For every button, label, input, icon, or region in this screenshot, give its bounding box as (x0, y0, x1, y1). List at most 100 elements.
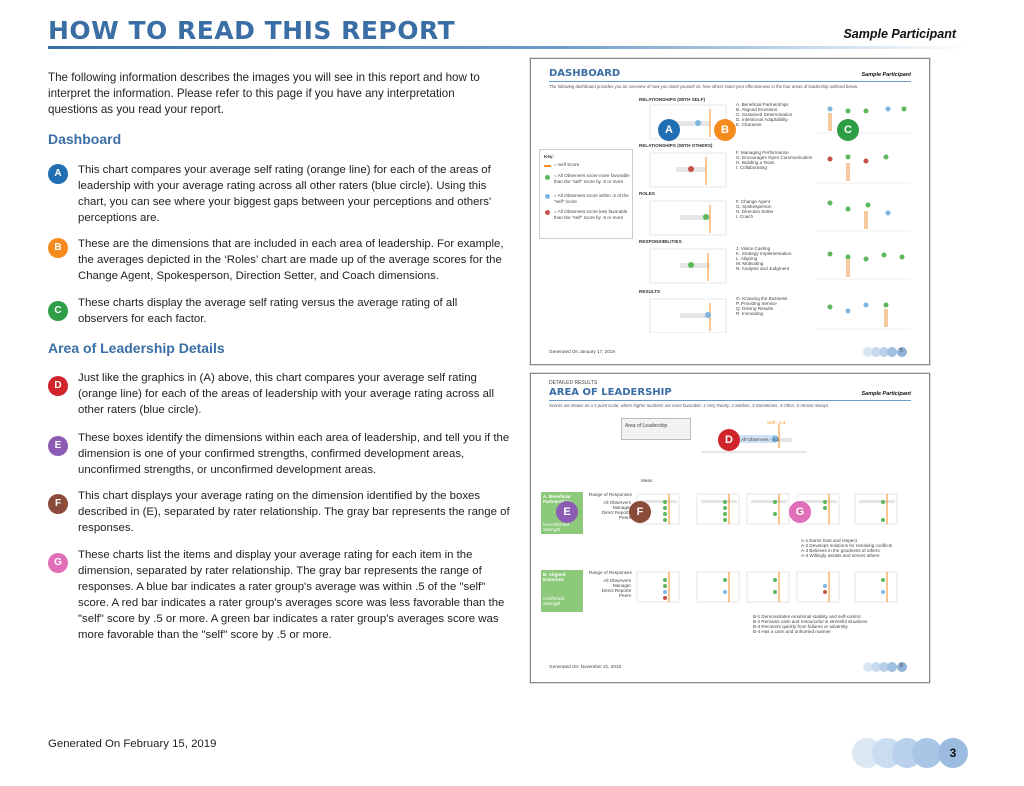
explanation-text-f: This chart displays your average rating … (78, 490, 510, 534)
dim2-status: Confirmed Strength (543, 596, 565, 606)
dim-item: N. Analysis and Judgment (736, 266, 790, 271)
dim-item: F. Change Agent (736, 199, 770, 204)
dim-item: C. Sustained Determination (736, 112, 793, 117)
dim1-label: A. Beneficial Partnerships (543, 494, 572, 504)
page-indicator (852, 738, 972, 768)
thumb1-key-box: Key: = Self Score = All Observers score … (539, 149, 633, 239)
thumb2-rows-2: All Observers Manager Direct Reports Pee… (589, 578, 631, 598)
thumb1-summary-charts (649, 104, 727, 333)
page-number: 3 (949, 746, 957, 760)
dim-item: L. Aligning (736, 256, 758, 261)
thumb1-generated: Generated On January 17, 2019 (549, 349, 615, 354)
explanation-item-d: D Just like the graphics in (A) above, t… (48, 370, 510, 418)
thumb2-items-2: B-1 Demonstrates emotional stability and… (753, 614, 893, 634)
dim-item: G. Spokesperson (736, 204, 772, 209)
range-label: Range of Responses (589, 570, 632, 575)
self-score-swatch (544, 165, 551, 167)
thumb1-page-num: 5 (900, 348, 903, 354)
dim-item: I. Collaborating (736, 165, 767, 170)
explanation-text-e: These boxes identify the dimensions with… (78, 432, 510, 476)
thumb2-subtitle: Scores are shown on a 5 point scale, whe… (549, 403, 830, 408)
badge-b: B (48, 238, 68, 258)
green-circle-icon (545, 175, 550, 180)
thumb1-badge-c: C (837, 119, 859, 141)
thumb1-key-item-1: = Self Score (554, 162, 580, 167)
rater-row: Direct Reports (601, 588, 631, 593)
item-text: B-1 Demonstrates emotional stability and… (753, 614, 861, 619)
badge-e: E (48, 436, 68, 456)
thumb2-item-charts-2 (636, 571, 898, 603)
dim-item: F. Managing Performance (736, 150, 789, 155)
footer-generated: Generated On February 15, 2019 (48, 738, 217, 750)
thumb1-key-title: Key: (544, 154, 554, 159)
thumb2-rule (549, 400, 911, 401)
dim-item: P. Providing Service (736, 301, 777, 306)
badge-c: C (48, 301, 68, 321)
explanation-text-a: This chart compares your average self ra… (78, 164, 492, 224)
thumb2-badge-f: F (629, 501, 651, 523)
dim-item: M. Motivating (736, 261, 764, 266)
badge-g: G (48, 553, 68, 573)
thumb2-dim2-box: B. Aligned Emotions Confirmed Strength (541, 570, 583, 612)
thumb1-section-2: RELATIONSHIPS (WITH OTHERS) (639, 143, 713, 148)
dim-item: I. Coach (736, 214, 754, 219)
explanation-item-a: A This chart compares your average self … (48, 162, 510, 226)
rater-row: All Observers (603, 578, 631, 583)
badge-f: F (48, 494, 68, 514)
thumb2-generated: Generated On: November 21, 2016 (549, 664, 622, 669)
explanation-item-c: C These charts display the average self … (48, 295, 510, 329)
badge-a: A (48, 164, 68, 184)
thumb1-title: DASHBOARD (549, 68, 621, 79)
dim-item: H. Building a Team (736, 160, 775, 165)
rater-row: Manager (612, 583, 631, 588)
thumb1-rule (549, 81, 911, 82)
explanation-text-d: Just like the graphics in (A) above, thi… (78, 372, 494, 416)
item-text: A-2 Develops solutions for resolving con… (801, 543, 893, 548)
thumb2-badge-g: G (789, 501, 811, 523)
thumb1-dims-2: F. Managing Performance G. Encourages Op… (736, 150, 816, 170)
intro-paragraph: The following information describes the … (48, 71, 480, 116)
dim-item: H. Direction Setter (736, 209, 774, 214)
thumb2-self-label: Self - 4.3 (767, 420, 786, 425)
item-text: A-4 Willingly assists and serves others (801, 553, 880, 558)
thumb1-subtitle: The following dashboard provides you an … (549, 84, 858, 89)
thumb1-dims-1: A. Beneficial Partnerships B. Aligned Em… (736, 102, 816, 127)
thumb2-eyebrow: DETAILED RESULTS (549, 380, 598, 386)
explanation-item-g: G These charts list the items and displa… (48, 547, 510, 643)
rater-row: All Observers (603, 500, 631, 505)
pager-dot-current (938, 738, 968, 768)
dashboard-heading: Dashboard (48, 131, 122, 147)
explanation-text-b: These are the dimensions that are includ… (78, 238, 504, 282)
dim-item: O. Knowing the Business (736, 296, 788, 301)
dim-item: G. Encourages Open Communication (736, 155, 813, 160)
thumb2-items-1: A-1 Earns trust and respect A-2 Develops… (801, 538, 921, 558)
thumb2-badge-e: E (556, 501, 578, 523)
dim2-label: B. Aligned Emotions (543, 572, 566, 582)
dim-item: A. Beneficial Partnerships (736, 102, 789, 107)
thumb1-section-4: RESPONSIBILITIES (639, 239, 682, 244)
rater-row: Peers (618, 593, 631, 598)
header-divider (48, 46, 968, 49)
thumb1-participant: Sample Participant (861, 72, 911, 78)
explanation-text-c: These charts display the average self ra… (78, 297, 458, 325)
rater-row: Peers (618, 515, 631, 520)
thumb2-area-box: Area of Leadership (621, 418, 691, 440)
thumb1-dims-4: J. Vision Casting K. Strategy Implementa… (736, 246, 816, 271)
thumb2-rows-1: All Observers Manager Direct Reports Pee… (589, 500, 631, 520)
thumb1-section-1: RELATIONSHIPS (WITH SELF) (639, 97, 706, 102)
thumb1-dims-3: F. Change Agent G. Spokesperson H. Direc… (736, 199, 816, 219)
dim-item: B. Aligned Emotions (736, 107, 778, 112)
thumb1-key-item-4: = All Observers score less favorable tha… (554, 209, 628, 220)
explanation-item-f: F This chart displays your average ratin… (48, 488, 510, 536)
dim-item: Q. Driving Results (736, 306, 774, 311)
thumb2-mean-label: Mean (641, 478, 653, 483)
area-label: Area of Leadership (625, 423, 668, 429)
thumb2-observers-label: All Observers - 4.1 (741, 437, 780, 442)
item-text: A-3 Believes in the goodness of others (801, 548, 880, 553)
range-label: Range of Responses (589, 492, 632, 497)
thumb2-badge-d: D (718, 429, 740, 451)
thumb1-dims-5: O. Knowing the Business P. Providing Ser… (736, 296, 816, 316)
badge-d: D (48, 376, 68, 396)
thumb2-area-chart (701, 424, 807, 453)
blue-circle-icon (545, 194, 550, 199)
